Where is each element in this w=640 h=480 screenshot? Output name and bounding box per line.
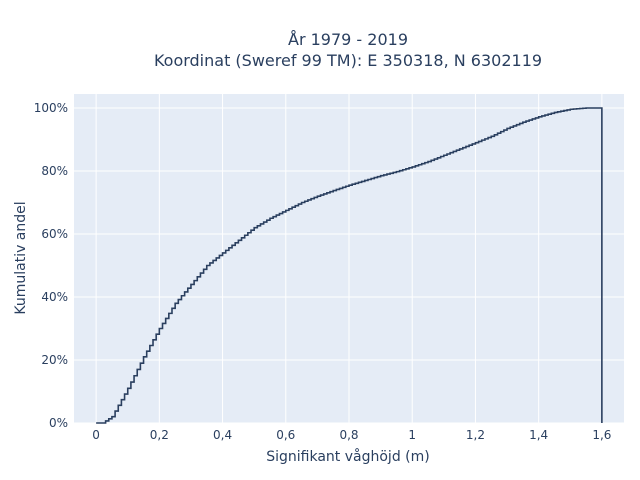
y-tick-label: 60%	[41, 227, 68, 241]
x-tick-label: 0,6	[276, 428, 295, 442]
x-tick-label: 1,4	[529, 428, 548, 442]
x-tick-label: 0,4	[213, 428, 232, 442]
x-tick-label: 1,2	[466, 428, 485, 442]
y-tick-label: 100%	[34, 101, 68, 115]
x-tick-labels: 0 0,2 0,4 0,6 0,8 1 1,2 1,4 1,6	[92, 428, 611, 442]
x-tick-label: 1	[408, 428, 416, 442]
series-layer	[96, 107, 603, 424]
y-tick-label: 40%	[41, 290, 68, 304]
y-gridlines	[74, 107, 624, 424]
y-tick-labels: 0% 20% 40% 60% 80% 100%	[34, 101, 68, 430]
x-tick-label: 0,2	[150, 428, 169, 442]
y-tick-label: 0%	[49, 416, 68, 430]
y-tick-label: 20%	[41, 353, 68, 367]
chart-title-line-1: År 1979 - 2019	[288, 30, 408, 49]
x-tick-label: 0,8	[339, 428, 358, 442]
y-tick-label: 80%	[41, 164, 68, 178]
x-axis-title: Signifikant våghöjd (m)	[266, 448, 429, 465]
x-tick-label: 1,6	[592, 428, 611, 442]
y-axis-title: Kumulativ andel	[13, 201, 29, 314]
x-tick-label: 0	[92, 428, 100, 442]
cumulative-step-line	[96, 107, 603, 424]
chart-title-line-2: Koordinat (Sweref 99 TM): E 350318, N 63…	[154, 51, 542, 70]
